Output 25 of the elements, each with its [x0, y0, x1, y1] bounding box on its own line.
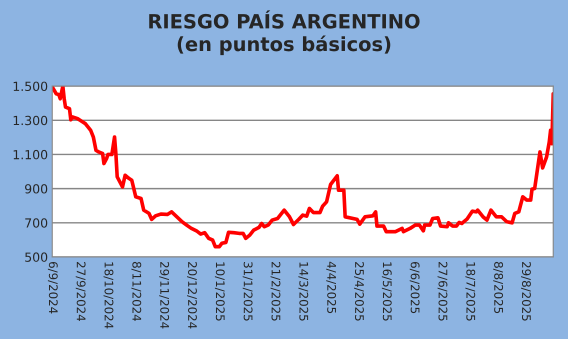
x-tick-label: 27/6/2025: [438, 262, 448, 321]
x-tick-label: 10/1/2025: [214, 262, 225, 321]
x-tick-label: 6/9/2024: [48, 262, 58, 314]
x-tick-label: 8/8/2025: [493, 262, 504, 314]
y-tick-label: 1.500: [14, 82, 48, 92]
x-tick-label: 21/2/2025: [270, 262, 280, 321]
x-tick-label: 29/8/2025: [521, 262, 531, 321]
x-tick-label: 14/3/2025: [298, 262, 308, 321]
x-tick-label: 6/6/2025: [410, 262, 420, 314]
x-tick-label: 8/11/2024: [131, 262, 142, 321]
x-tick-label: 16/5/2025: [382, 262, 392, 321]
y-tick-label: 700: [25, 218, 48, 228]
y-tick-label: 900: [25, 184, 48, 194]
x-tick-label: 20/12/2024: [187, 262, 197, 329]
x-tick-label: 31/1/2025: [242, 262, 253, 321]
y-tick-label: 1.300: [14, 116, 48, 126]
y-tick-label: 500: [25, 252, 48, 262]
x-tick-label: 27/9/2024: [76, 262, 86, 321]
x-tick-label: 18/10/2024: [104, 262, 114, 329]
x-tick-label: 25/4/2025: [354, 262, 364, 321]
y-tick-label: 1.100: [14, 150, 48, 160]
x-tick-label: 29/11/2024: [159, 262, 170, 329]
x-tick-label: 4/4/2025: [326, 262, 336, 314]
x-tick-label: 18/7/2025: [465, 262, 476, 321]
chart-title: RIESGO PAÍS ARGENTINO (en puntos básicos): [149, 10, 420, 56]
